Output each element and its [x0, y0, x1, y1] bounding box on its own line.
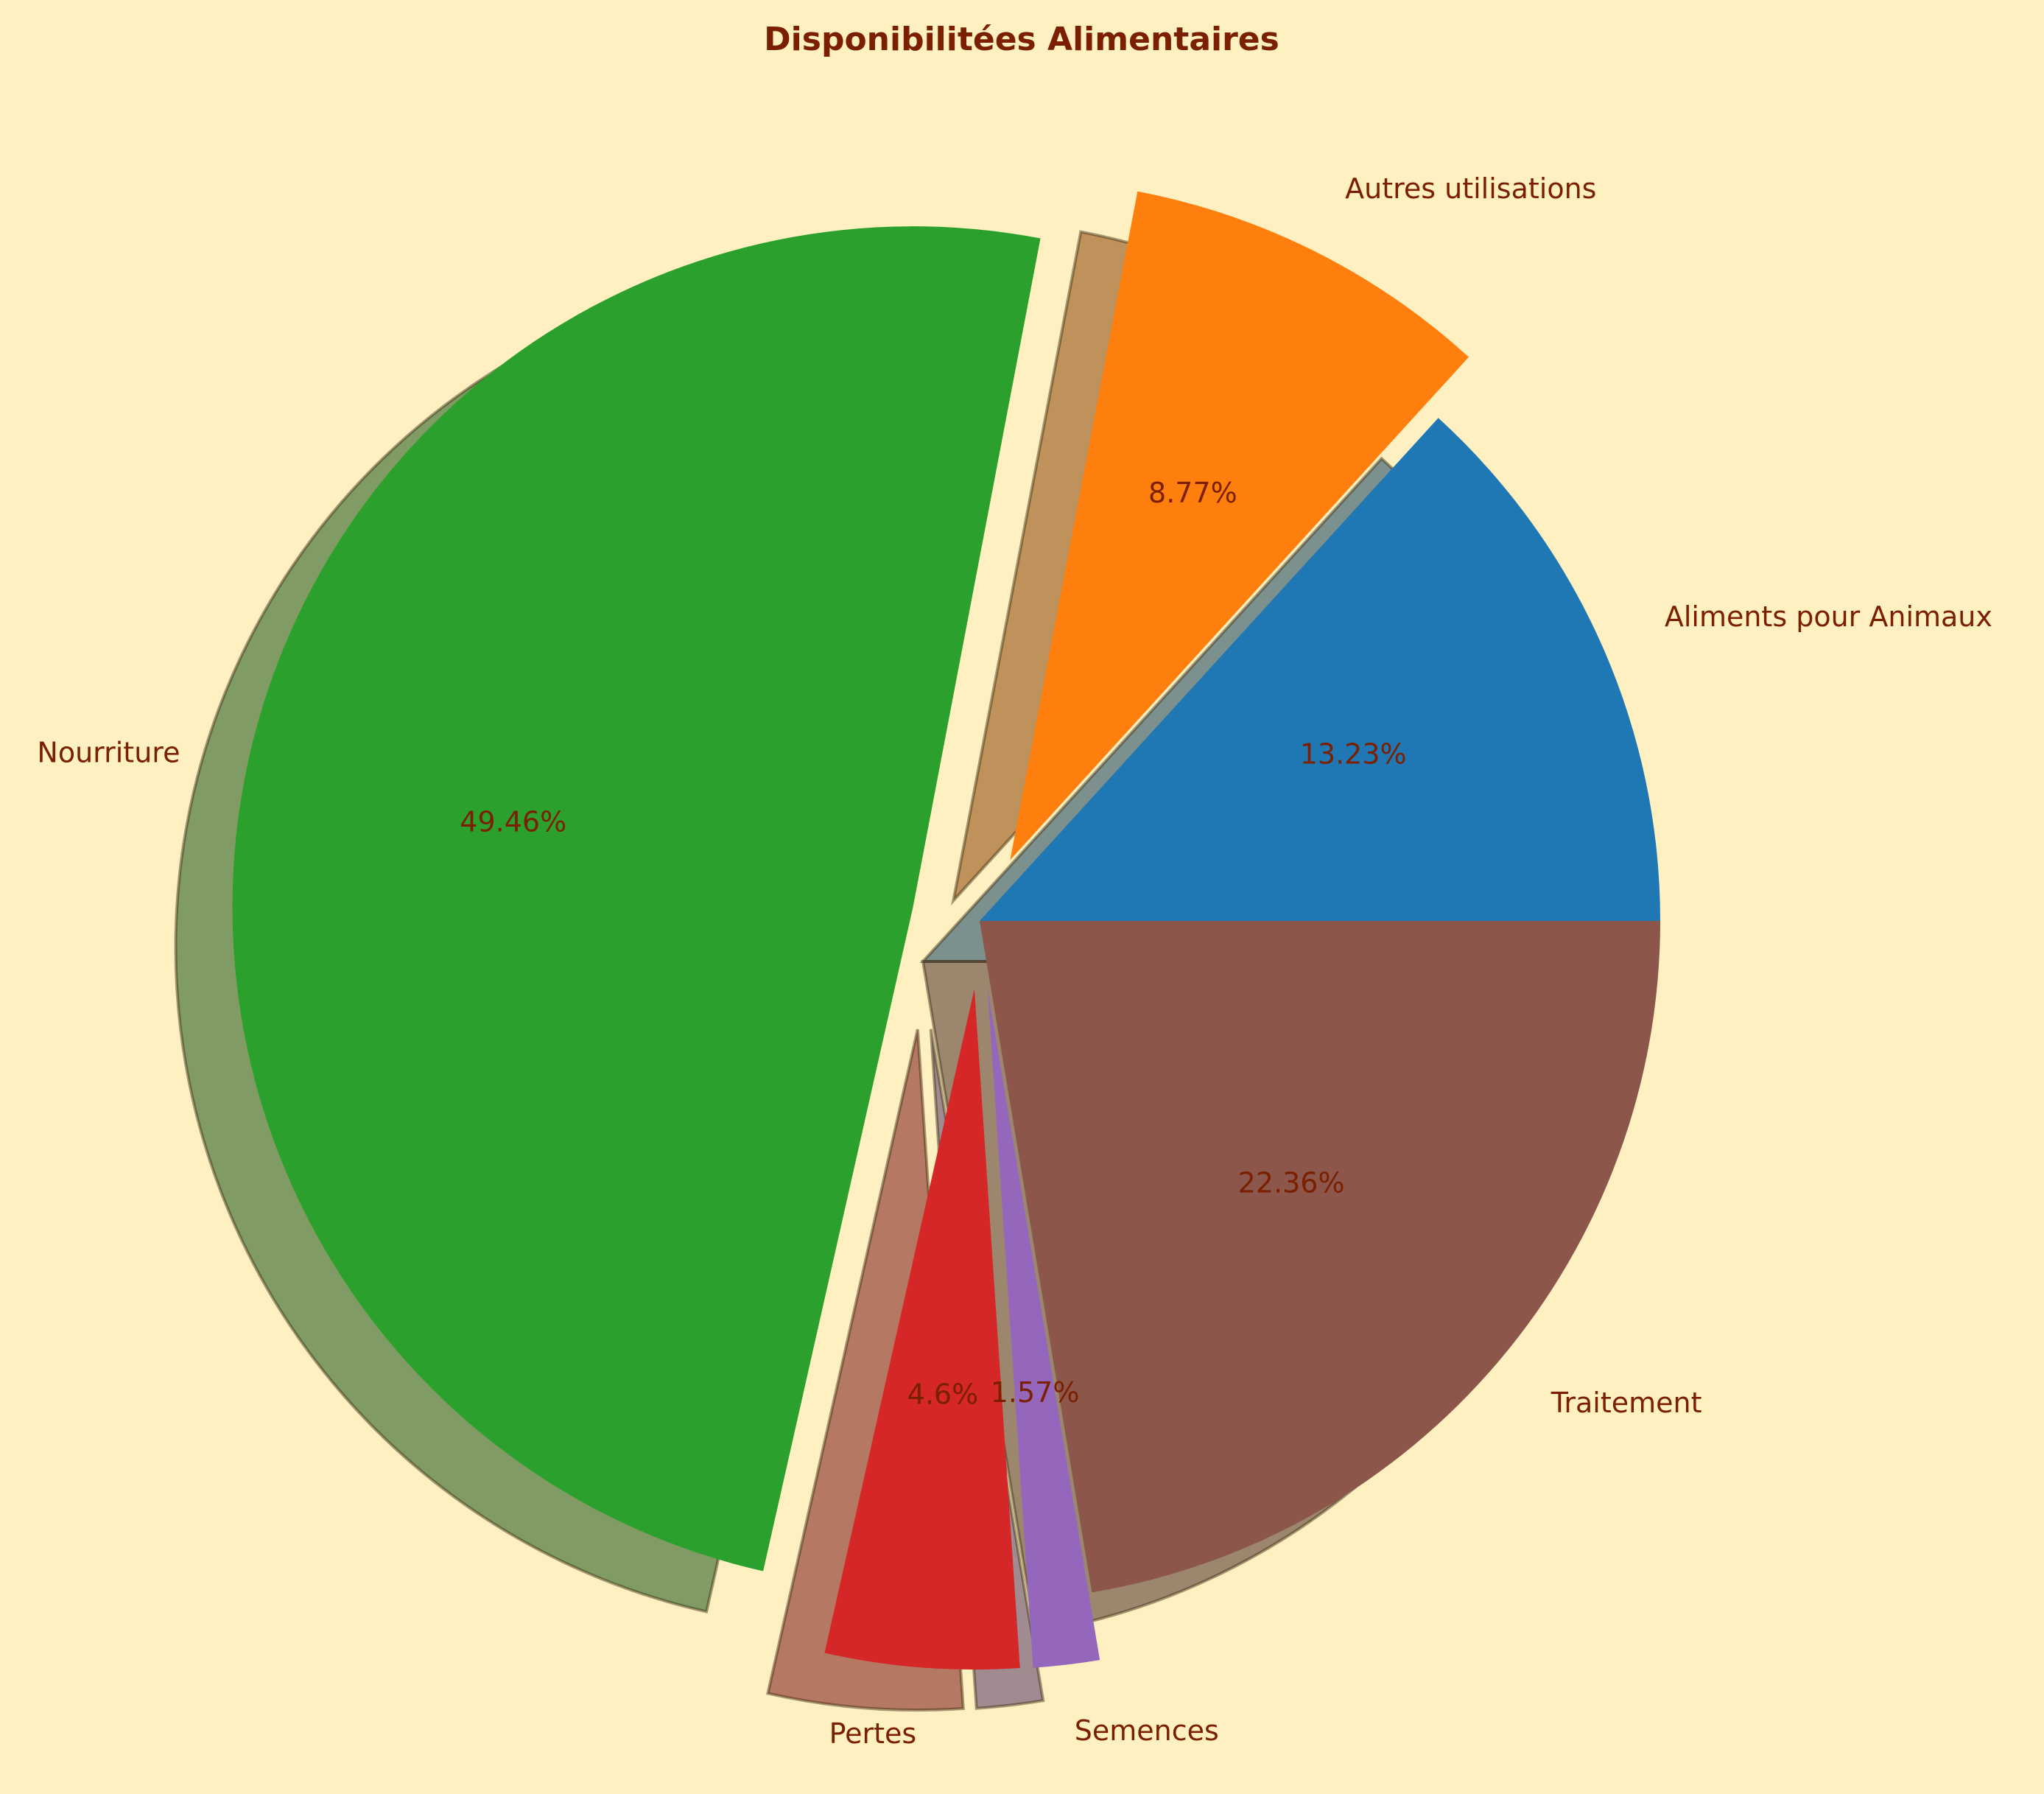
- pct-label-nourriture: 49.46%: [460, 806, 566, 838]
- label-layer: Aliments pour Animaux 13.23% Autres utilis…: [37, 172, 1992, 1750]
- slice-aliments-pour-animaux: [980, 418, 1660, 921]
- slice-semences: [987, 988, 1100, 1668]
- slice-label-semences: Semences: [1075, 1714, 1219, 1747]
- slice-autres-utilisations: [1010, 191, 1469, 861]
- pct-label-pertes: 4.6%: [907, 1378, 979, 1410]
- slice-label-traitement: Traitement: [1550, 1387, 1702, 1419]
- pct-label-traitement: 22.36%: [1238, 1167, 1345, 1199]
- slice-layer: [232, 191, 1660, 1670]
- slice-pertes: [824, 989, 1020, 1670]
- slice-traitement: [980, 921, 1660, 1593]
- pct-label-aliments-pour-animaux: 13.23%: [1300, 738, 1407, 771]
- chart-title: Disponibilitées Alimentaires: [764, 21, 1279, 58]
- slice-label-autres-utilisations: Autres utilisations: [1345, 172, 1596, 205]
- slice-nourriture: [232, 226, 1041, 1571]
- slice-label-pertes: Pertes: [829, 1717, 917, 1750]
- slice-label-aliments-pour-animaux: Aliments pour Animaux: [1665, 600, 1992, 633]
- slice-label-nourriture: Nourriture: [37, 737, 180, 769]
- pct-label-autres-utilisations: 8.77%: [1148, 477, 1237, 509]
- pct-label-semences: 1.57%: [991, 1376, 1080, 1409]
